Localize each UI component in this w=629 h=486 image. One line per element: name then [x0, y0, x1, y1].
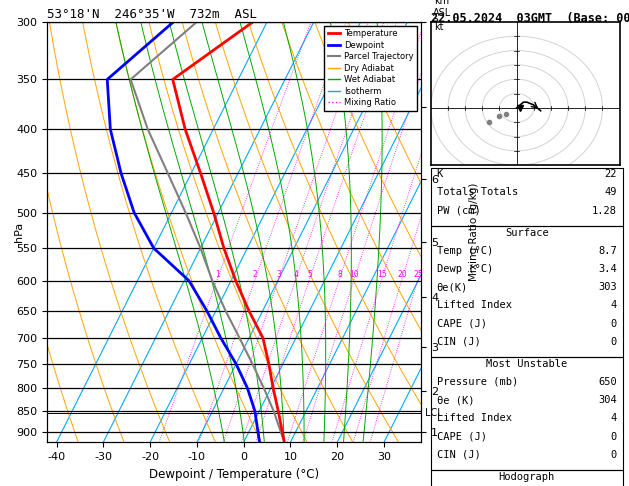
Text: Temp (°C): Temp (°C) — [437, 246, 493, 256]
Text: 22.05.2024  03GMT  (Base: 00): 22.05.2024 03GMT (Base: 00) — [431, 12, 629, 25]
Text: LCL: LCL — [425, 408, 443, 418]
Text: 3.4: 3.4 — [598, 264, 617, 274]
Text: PW (cm): PW (cm) — [437, 206, 481, 216]
Text: 5: 5 — [307, 270, 312, 279]
Text: 25: 25 — [413, 270, 423, 279]
Text: 4: 4 — [294, 270, 298, 279]
Text: 303: 303 — [598, 282, 617, 292]
Text: Pressure (mb): Pressure (mb) — [437, 377, 518, 387]
Text: 2: 2 — [253, 270, 258, 279]
Text: 4: 4 — [611, 300, 617, 311]
Text: CIN (J): CIN (J) — [437, 337, 481, 347]
Text: θe (K): θe (K) — [437, 395, 474, 405]
Text: 22: 22 — [604, 169, 617, 179]
Text: 0: 0 — [611, 337, 617, 347]
Text: 1: 1 — [215, 270, 220, 279]
Text: Dewp (°C): Dewp (°C) — [437, 264, 493, 274]
Text: Mixing Ratio (g/kg): Mixing Ratio (g/kg) — [469, 183, 479, 281]
Text: Lifted Index: Lifted Index — [437, 300, 511, 311]
Text: 15: 15 — [377, 270, 387, 279]
Legend: Temperature, Dewpoint, Parcel Trajectory, Dry Adiabat, Wet Adiabat, Isotherm, Mi: Temperature, Dewpoint, Parcel Trajectory… — [325, 26, 417, 111]
Text: 53°18'N  246°35'W  732m  ASL: 53°18'N 246°35'W 732m ASL — [47, 8, 257, 21]
Text: hPa: hPa — [14, 222, 24, 242]
Bar — [431, 226, 623, 357]
Text: 20: 20 — [398, 270, 407, 279]
Text: θe(K): θe(K) — [437, 282, 468, 292]
Text: Surface: Surface — [505, 227, 548, 238]
X-axis label: Dewpoint / Temperature (°C): Dewpoint / Temperature (°C) — [149, 468, 320, 481]
Text: 49: 49 — [604, 188, 617, 197]
Bar — [431, 470, 623, 486]
Text: CIN (J): CIN (J) — [437, 450, 481, 460]
Text: kt: kt — [434, 22, 444, 33]
Text: CAPE (J): CAPE (J) — [437, 319, 487, 329]
Text: Lifted Index: Lifted Index — [437, 413, 511, 423]
Text: 4: 4 — [611, 413, 617, 423]
Text: 0: 0 — [611, 450, 617, 460]
Text: 304: 304 — [598, 395, 617, 405]
Text: CAPE (J): CAPE (J) — [437, 432, 487, 442]
Text: Hodograph: Hodograph — [499, 471, 555, 482]
Text: 0: 0 — [611, 432, 617, 442]
Text: km
ASL: km ASL — [433, 0, 451, 17]
Text: K: K — [437, 169, 443, 179]
Text: 0: 0 — [611, 319, 617, 329]
Text: 650: 650 — [598, 377, 617, 387]
Text: 8: 8 — [337, 270, 342, 279]
Bar — [431, 168, 623, 226]
Text: 10: 10 — [350, 270, 359, 279]
Text: Totals Totals: Totals Totals — [437, 188, 518, 197]
Text: 3: 3 — [276, 270, 281, 279]
Text: 1.28: 1.28 — [592, 206, 617, 216]
Bar — [431, 357, 623, 470]
Text: Most Unstable: Most Unstable — [486, 359, 567, 369]
Text: 8.7: 8.7 — [598, 246, 617, 256]
